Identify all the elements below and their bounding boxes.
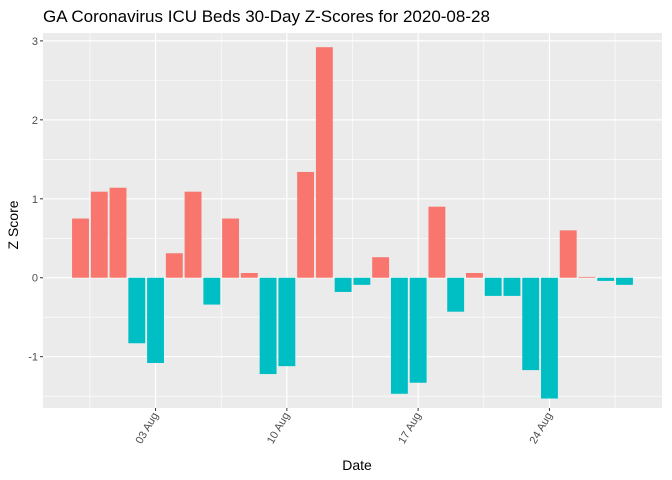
bar-2020-08-21 [484, 277, 502, 296]
bar-2020-08-12 [315, 47, 333, 278]
x-axis-title: Date [342, 457, 372, 473]
bar-2020-08-06 [203, 277, 221, 305]
bar-2020-08-05 [184, 191, 202, 278]
x-tick-label: 10 Aug [265, 411, 293, 447]
bar-2020-08-08 [240, 273, 258, 278]
bar-2020-08-25 [559, 230, 577, 278]
x-tick-label: 03 Aug [134, 411, 162, 447]
bar-2020-08-27 [597, 277, 615, 281]
y-tick-label: 0 [32, 273, 38, 285]
bar-2020-08-17 [409, 277, 427, 383]
y-tick-label: -1 [28, 352, 38, 364]
bar-2020-08-07 [222, 218, 240, 278]
bar-2020-07-30 [72, 218, 89, 278]
bar-2020-08-20 [465, 273, 483, 278]
bar-2020-07-31 [90, 191, 108, 278]
bar-2020-08-28 [616, 277, 633, 285]
bar-2020-08-15 [372, 257, 390, 278]
bar-2020-08-14 [353, 277, 371, 285]
bar-2020-08-10 [278, 277, 296, 367]
minor-gridlines [43, 33, 662, 408]
bar-2020-08-13 [334, 277, 352, 292]
bars [72, 47, 633, 399]
bar-2020-08-24 [541, 277, 558, 399]
bar-2020-08-09 [259, 277, 277, 375]
bar-2020-08-11 [297, 171, 315, 278]
bar-2020-08-26 [578, 276, 596, 278]
bar-2020-08-16 [390, 277, 408, 394]
bar-2020-08-18 [428, 206, 446, 278]
x-tick-label: 24 Aug [528, 411, 556, 447]
bar-2020-08-01 [109, 187, 127, 278]
bar-2020-08-03 [147, 277, 164, 363]
y-tick-label: 2 [32, 115, 38, 127]
x-tick-label: 17 Aug [396, 411, 424, 447]
bar-2020-08-22 [503, 277, 521, 296]
bar-2020-08-04 [165, 253, 183, 278]
y-axis-title: Z Score [5, 200, 21, 249]
y-tick-label: 3 [32, 36, 38, 48]
bar-2020-08-19 [447, 277, 465, 312]
bar-2020-08-02 [128, 277, 146, 344]
bar-2020-08-23 [522, 277, 540, 371]
chart-title: GA Coronavirus ICU Beds 30-Day Z-Scores … [43, 7, 490, 26]
y-tick-label: 1 [32, 194, 38, 206]
